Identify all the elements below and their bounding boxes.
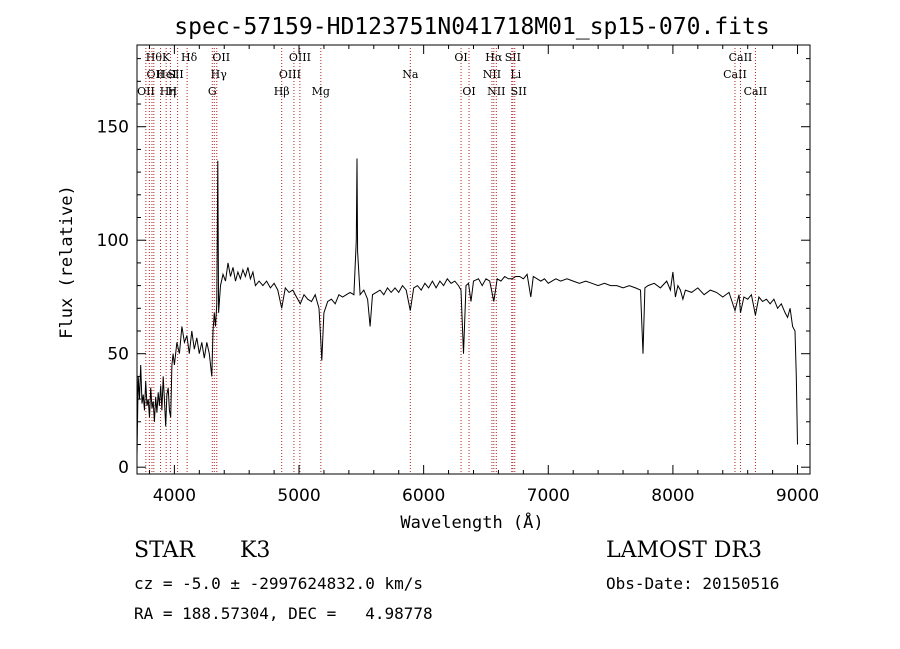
- line-marker-label: CaII: [723, 68, 747, 81]
- line-marker-label: OII: [212, 51, 230, 64]
- line-marker-label: Na: [402, 68, 419, 81]
- line-marker-label: CaII: [729, 51, 753, 64]
- object-subclass: K3: [240, 538, 271, 563]
- x-tick-label: 6000: [402, 486, 445, 506]
- line-marker-label: SII: [505, 51, 521, 64]
- line-marker-label: Hα: [485, 51, 503, 64]
- survey-name: LAMOST DR3: [606, 538, 762, 563]
- line-marker-label: Hγ: [211, 68, 228, 81]
- line-marker-label: K: [162, 51, 171, 64]
- y-tick-label: 100: [97, 231, 129, 251]
- coordinates-readout: RA = 188.57304, DEC = 4.98778: [134, 604, 433, 623]
- line-marker-label: Mg: [312, 85, 330, 98]
- x-axis-label: Wavelength (Å): [400, 511, 543, 533]
- line-marker-label: SII: [511, 85, 527, 98]
- x-tick-label: 5000: [277, 486, 320, 506]
- y-axis-label: Flux (relative): [57, 185, 77, 339]
- line-marker-label: NII: [487, 85, 505, 98]
- y-axis: 0 50 100 150: [97, 58, 810, 478]
- line-marker-label: NII: [483, 68, 501, 81]
- line-marker-label: OII: [146, 68, 164, 81]
- y-tick-label: 0: [118, 458, 129, 478]
- line-marker-label: HeI: [156, 68, 176, 81]
- y-tick-label: 150: [97, 118, 129, 138]
- redshift-readout: cz = -5.0 ± -2997624832.0 km/s: [134, 574, 423, 593]
- line-marker-label: OIII: [289, 51, 311, 64]
- x-axis: 4000 5000 6000 7000 8000 9000: [148, 45, 819, 506]
- line-marker-label: OI: [454, 51, 467, 64]
- y-tick-label: 50: [107, 345, 129, 365]
- line-marker-label: Li: [510, 68, 521, 81]
- line-marker-label: G: [208, 85, 217, 98]
- spectrum-line: [136, 158, 798, 456]
- line-marker-label: SII: [168, 68, 184, 81]
- line-marker-label: CaII: [744, 85, 768, 98]
- chart-title: spec-57159-HD123751N041718M01_sp15-070.f…: [174, 14, 769, 40]
- line-marker-label: Hβ: [274, 85, 290, 98]
- x-tick-label: 4000: [153, 486, 196, 506]
- x-tick-label: 9000: [776, 486, 819, 506]
- line-marker-label: Hη: [160, 85, 176, 98]
- line-marker-label: OII: [137, 85, 155, 98]
- line-marker-label: Hδ: [181, 51, 198, 64]
- line-marker-label: OIII: [279, 68, 301, 81]
- x-tick-label: 7000: [527, 486, 570, 506]
- object-class: STAR: [134, 538, 195, 563]
- observation-date: Obs-Date: 20150516: [606, 574, 780, 593]
- x-tick-label: 8000: [651, 486, 694, 506]
- line-marker-label: OI: [462, 85, 475, 98]
- plot-frame: [136, 44, 811, 475]
- line-marker-label: H: [168, 85, 178, 98]
